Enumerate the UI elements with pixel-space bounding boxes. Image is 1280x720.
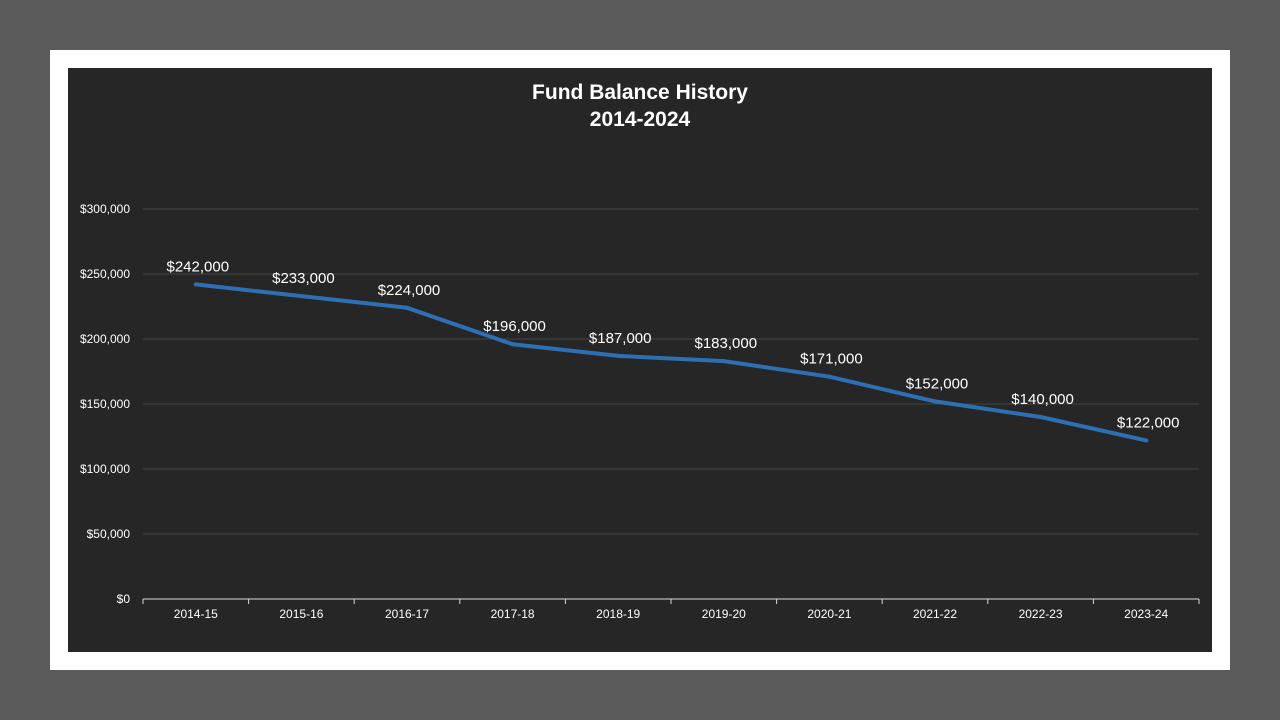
- chart-subtitle: 2014-2024: [589, 108, 691, 131]
- data-labels: $242,000 $233,000 $224,000 $196,000 $187,000…: [167, 258, 1180, 431]
- x-tick-label: 2015-16: [279, 607, 323, 621]
- series-line-group: [193, 282, 1149, 443]
- x-tick-label: 2022-23: [1019, 607, 1063, 621]
- chart-panel: [68, 68, 1212, 652]
- data-label: $171,000: [800, 351, 863, 368]
- data-point: [299, 294, 304, 299]
- series-line: [193, 282, 1149, 443]
- data-label: $196,000: [483, 318, 546, 335]
- y-tick-label: $50,000: [87, 527, 131, 541]
- x-tick-label: 2018-19: [596, 607, 640, 621]
- chart-title: Fund Balance History: [532, 81, 748, 104]
- data-label: $224,000: [378, 282, 441, 299]
- x-tick-label: 2017-18: [491, 607, 535, 621]
- x-tick-label: 2021-22: [913, 607, 957, 621]
- data-point: [1038, 415, 1043, 419]
- data-point: [721, 359, 726, 364]
- data-label: $122,000: [1117, 414, 1180, 431]
- y-tick-label: $300,000: [80, 202, 130, 216]
- x-tick-label: 2016-17: [385, 607, 429, 621]
- data-point: [933, 399, 937, 404]
- gridlines: [143, 208, 1199, 535]
- y-tick-label: $100,000: [80, 462, 130, 476]
- data-label: $242,000: [167, 258, 230, 275]
- y-tick-label: $250,000: [80, 267, 130, 281]
- data-point: [510, 342, 515, 347]
- x-tick-label: 2019-20: [702, 607, 746, 621]
- x-tick-label: 2023-24: [1124, 607, 1168, 621]
- x-tick-label: 2014-15: [174, 607, 218, 621]
- data-point: [405, 305, 409, 310]
- data-label: $140,000: [1011, 391, 1074, 408]
- data-label: $187,000: [589, 330, 652, 347]
- y-tick-label: $200,000: [80, 332, 130, 346]
- data-label: $233,000: [272, 270, 335, 287]
- data-label: $152,000: [906, 375, 969, 392]
- data-point: [616, 353, 621, 358]
- y-tick-label: $0: [117, 592, 131, 606]
- data-label: $183,000: [695, 335, 758, 352]
- x-tick-label: 2020-21: [807, 607, 851, 621]
- y-tick-label: $150,000: [80, 397, 130, 411]
- axes: $0 $50,000 $100,000 $150,000 $200,000 $250,00…: [80, 202, 1200, 621]
- data-point: [193, 282, 198, 287]
- data-point: [1144, 438, 1149, 443]
- data-point: [827, 374, 832, 379]
